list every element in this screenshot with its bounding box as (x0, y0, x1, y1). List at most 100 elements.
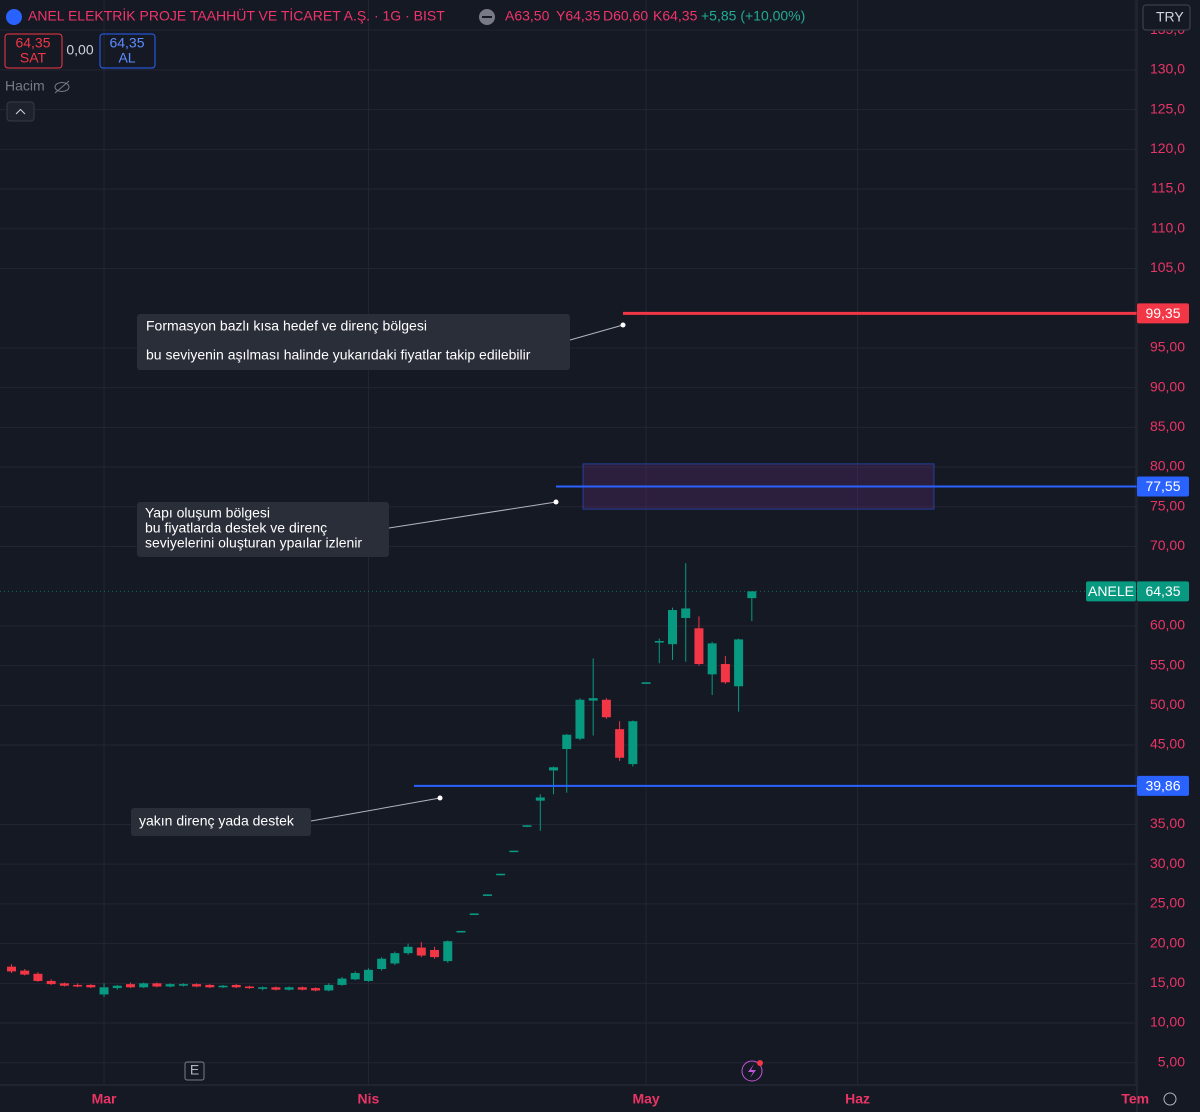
candle-body (535, 797, 545, 801)
settings-icon[interactable] (1163, 1092, 1177, 1106)
anchor (620, 322, 626, 328)
y-tick-label: 30,00 (1150, 855, 1185, 871)
candle-body (178, 984, 188, 986)
price-axis (1137, 0, 1200, 1085)
y-tick-label: 10,00 (1150, 1014, 1185, 1030)
candle-body (231, 984, 241, 988)
y-tick-label: 55,00 (1150, 656, 1185, 672)
y-tick-label: 130,0 (1150, 61, 1185, 77)
candle-body (482, 894, 492, 896)
ohlc-open: A63,50 (505, 8, 550, 24)
connector (310, 797, 441, 822)
event-dot (757, 1060, 763, 1066)
callout-box (137, 314, 570, 370)
candle-body (192, 984, 202, 987)
y-tick-label: 75,00 (1150, 497, 1185, 513)
callout-text: yakın direnç yada destek (139, 813, 295, 829)
sell-button[interactable] (4, 33, 63, 69)
candle-body (496, 873, 506, 876)
candle-body (416, 947, 426, 956)
x-tick-label: Haz (845, 1091, 870, 1107)
callout-text: bu fiyatlarda destek ve direnç (145, 520, 327, 536)
earnings-icon[interactable] (184, 1061, 205, 1081)
price-tag-label: 77,55 (1145, 478, 1180, 494)
candle-body (456, 930, 466, 933)
sell-price: 64,35 (15, 35, 50, 51)
connector (388, 501, 557, 529)
y-tick-label: 80,00 (1150, 458, 1185, 474)
ohlc-low: D60,60 (603, 8, 648, 24)
candle-body (469, 913, 479, 916)
ohlc-change: +5,85 (+10,00%) (701, 8, 805, 24)
chevron (15, 108, 26, 115)
x-axis: Mar Nis May Haz Tem (92, 1091, 1149, 1107)
spread: 0,00 (66, 42, 93, 58)
callout-box (137, 502, 389, 557)
price-tag (1137, 476, 1189, 497)
y-tick-label: 5,00 (1158, 1053, 1185, 1069)
candle-body (350, 973, 360, 980)
candle-body (311, 988, 321, 991)
callout-text: bu seviyenin aşılması halinde yukarıdaki… (146, 347, 531, 363)
candle-body (615, 729, 625, 758)
buy-button[interactable] (99, 33, 156, 69)
candle-body (258, 987, 268, 989)
candle-body (139, 983, 149, 988)
price-tag (1137, 775, 1189, 796)
candle-body (694, 628, 704, 665)
candle-body (681, 608, 691, 618)
symbol-icon (6, 9, 22, 25)
candle-body (363, 969, 373, 981)
candle-body (46, 980, 56, 985)
candle-body (377, 958, 387, 970)
candle-body (337, 978, 347, 985)
y-tick-label: 115,0 (1151, 180, 1185, 196)
candle-body (218, 985, 228, 988)
connector (569, 324, 624, 341)
y-tick-label: 120,0 (1150, 140, 1185, 156)
y-tick-label: 110,0 (1151, 219, 1185, 235)
sell-label: SAT (20, 50, 47, 66)
candle-body (430, 949, 440, 958)
x-tick-label: Mar (92, 1091, 117, 1107)
symbol-tag-label: ANELE (1088, 583, 1134, 599)
collapse-button[interactable] (6, 101, 35, 122)
candle-body (588, 698, 598, 701)
y-tick-label: 15,00 (1150, 974, 1185, 990)
candle-body (562, 734, 572, 750)
candle-body (20, 970, 30, 975)
candle-body (549, 767, 559, 771)
y-tick-label: 125,0 (1150, 100, 1185, 116)
event-icon[interactable] (741, 1060, 763, 1082)
candle-body (165, 984, 175, 987)
grid (0, 0, 1137, 1085)
last-price-tag (1137, 581, 1189, 602)
candle-body (86, 984, 96, 988)
currency-button[interactable] (1142, 4, 1191, 31)
candle-body (641, 682, 651, 684)
candle-body (654, 640, 664, 643)
y-tick-label: 20,00 (1150, 934, 1185, 950)
candle-body (271, 987, 281, 990)
anchor (437, 795, 443, 801)
y-axis: 5,00 10,00 15,00 20,00 25,00 30,00 35,00 45,00 5… (1086, 21, 1189, 1069)
hide-icon[interactable] (54, 82, 70, 92)
last-price-label: 64,35 (1145, 583, 1180, 599)
candle-body (668, 610, 677, 645)
price-tag-label: 39,86 (1145, 778, 1180, 794)
currency: TRY (1156, 9, 1184, 25)
candle-body (734, 639, 744, 687)
symbol-tag (1086, 581, 1136, 602)
plot (0, 311, 1137, 997)
candle-body (403, 946, 413, 954)
price-tag-label: 99,35 (1145, 305, 1180, 321)
y-tick-label: 70,00 (1150, 537, 1185, 553)
candle-body (324, 984, 334, 991)
x-tick-label: Nis (358, 1091, 380, 1107)
y-tick-label: 50,00 (1150, 696, 1185, 712)
candle-body (509, 850, 519, 853)
y-tick-label: 105,0 (1150, 259, 1185, 275)
y-tick-label: 25,00 (1150, 895, 1185, 911)
candle-body (125, 984, 135, 988)
